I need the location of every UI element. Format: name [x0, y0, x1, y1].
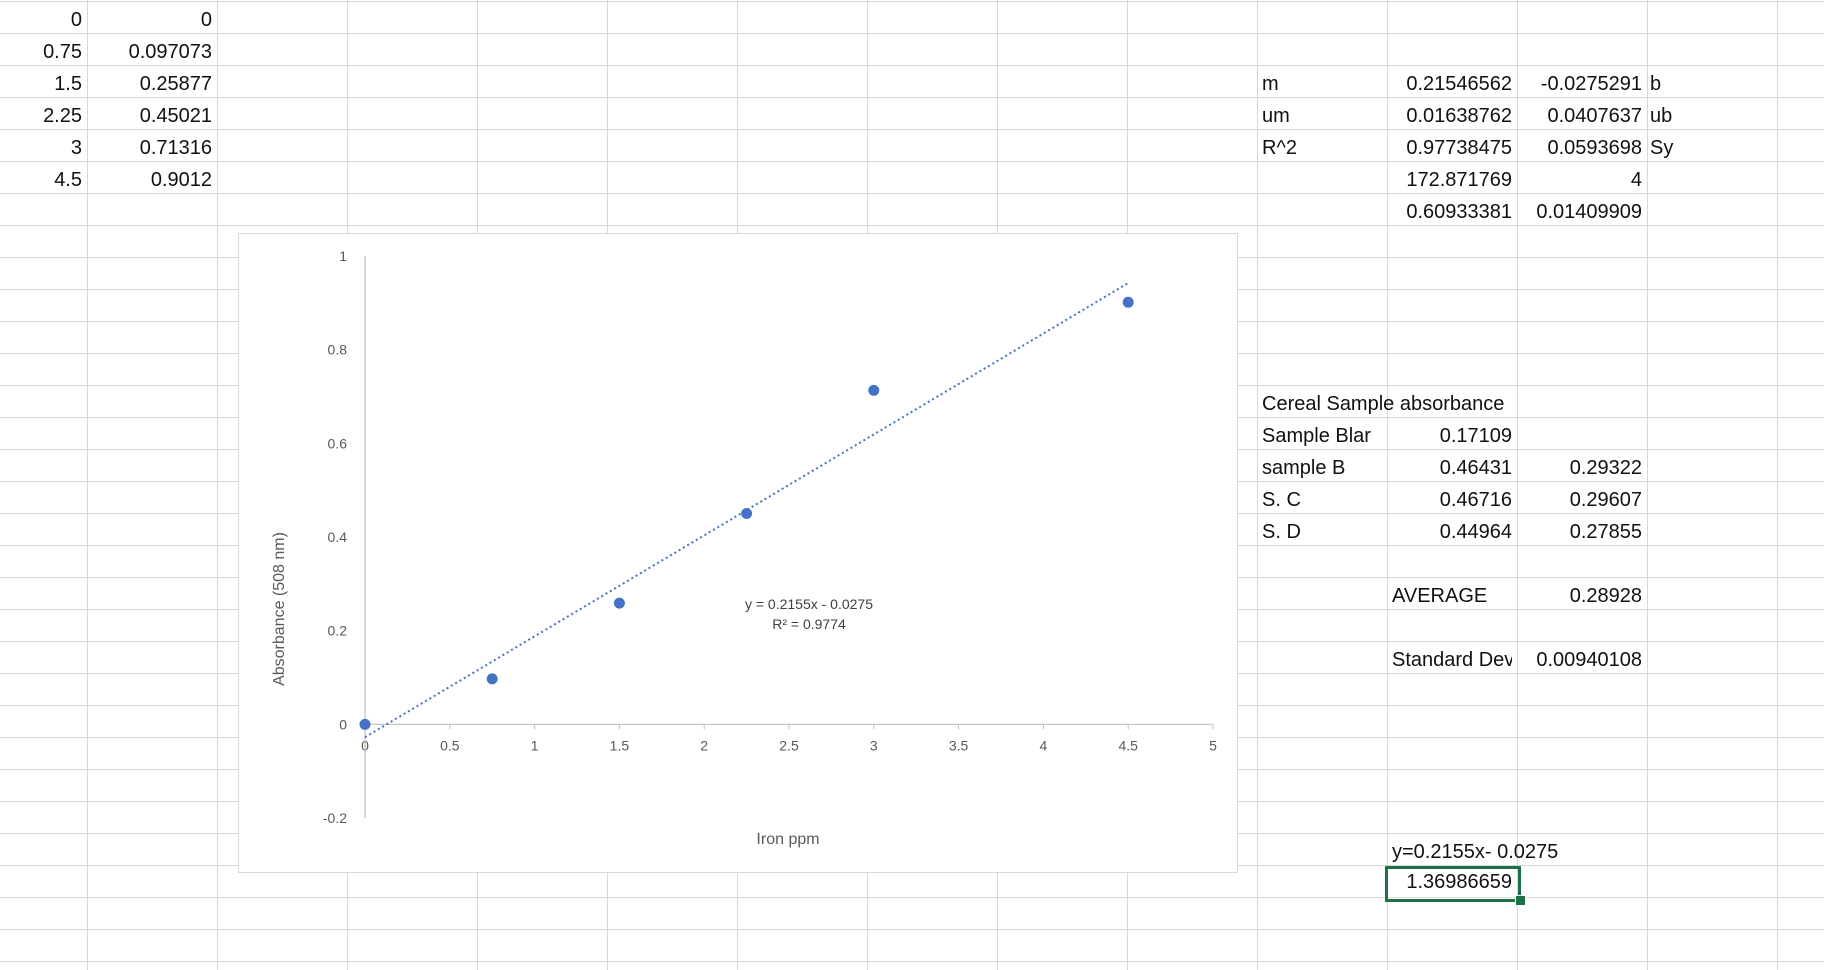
cell-a5[interactable]: 3	[70, 137, 82, 159]
cell-ub[interactable]: 0.0407637	[1547, 105, 1642, 127]
x-tick-label: 2.5	[779, 737, 799, 753]
cell-sample-b-corr[interactable]: 0.29322	[1569, 457, 1642, 479]
cell-blank-label[interactable]: Sample Blar	[1262, 425, 1371, 447]
y-tick-label: 0.8	[328, 342, 348, 358]
y-tick-label: 0.6	[328, 435, 348, 451]
y-tick-label: 0.2	[328, 623, 348, 639]
data-points	[359, 296, 1134, 730]
cell-label-ub[interactable]: ub	[1650, 105, 1673, 127]
trendline-equation: y = 0.2155x - 0.0275	[745, 596, 873, 612]
x-tick-label: 2	[700, 737, 708, 753]
x-axis-title: Iron ppm	[756, 831, 819, 848]
x-tick-label: 3	[870, 737, 878, 753]
cell-a4[interactable]: 2.25	[43, 105, 82, 127]
cell-sample-c-corr[interactable]: 0.29607	[1569, 489, 1642, 511]
x-tick-label: 1	[531, 737, 539, 753]
x-tick-label: 5	[1209, 737, 1217, 753]
data-point	[613, 597, 625, 609]
cell-b-intercept[interactable]: -0.0275291	[1540, 73, 1642, 95]
cell-sample-b-abs[interactable]: 0.46431	[1439, 457, 1512, 479]
cell-b3[interactable]: 0.25877	[139, 73, 212, 95]
data-point	[486, 673, 498, 685]
cell-sample-d-abs[interactable]: 0.44964	[1439, 521, 1512, 543]
x-tick-label: 4.5	[1118, 737, 1138, 753]
x-tick-label: 0.5	[440, 737, 460, 753]
cell-r2[interactable]: 0.97738475	[1406, 137, 1512, 159]
cell-b1[interactable]: 0	[200, 9, 212, 31]
cell-cereal-title[interactable]: Cereal Sample absorbance	[1262, 393, 1505, 415]
y-axis-title: Absorbance (508 nm)	[271, 532, 288, 686]
x-tick-label: 1.5	[610, 737, 630, 753]
cell-b5[interactable]: 0.71316	[139, 137, 212, 159]
x-tick-label: 4	[1040, 737, 1048, 753]
cell-sample-d-corr[interactable]: 0.27855	[1569, 521, 1642, 543]
cell-sample-c-label[interactable]: S. C	[1262, 489, 1301, 511]
scatter-chart[interactable]: 0 0.5 1 1.5 2 2.5 3 3.5 4 4.5 5 -0.2 0 0.2 0.4 0.6 0.8 1…	[238, 233, 1238, 873]
cell-sy[interactable]: 0.0593698	[1547, 137, 1642, 159]
cell-label-sy[interactable]: Sy	[1650, 137, 1674, 159]
cell-blank-value[interactable]: 0.17109	[1439, 425, 1512, 447]
chart-canvas: 0 0.5 1 1.5 2 2.5 3 3.5 4 4.5 5 -0.2 0 0.2 0.4 0.6 0.8 1…	[271, 248, 1217, 848]
cell-b6[interactable]: 0.9012	[150, 169, 212, 191]
cell-label-r2[interactable]: R^2	[1262, 137, 1297, 159]
y-tick-label: -0.2	[323, 810, 347, 826]
trendline-group	[364, 282, 1129, 739]
y-tick-label: 0	[339, 716, 347, 732]
selected-cell[interactable]: 1.36986659	[1385, 866, 1521, 902]
cell-m[interactable]: 0.21546562	[1406, 73, 1512, 95]
cell-sample-d-label[interactable]: S. D	[1262, 521, 1301, 543]
cell-label-um[interactable]: um	[1262, 105, 1290, 127]
cell-std-label[interactable]: Standard Dev	[1392, 649, 1512, 671]
cell-equation-text[interactable]: y=0.2155x- 0.0275	[1392, 841, 1559, 863]
cell-average-label[interactable]: AVERAGE	[1392, 585, 1488, 607]
cell-b2[interactable]: 0.097073	[128, 41, 212, 63]
data-point	[1122, 296, 1134, 308]
cell-a3[interactable]: 1.5	[54, 73, 82, 95]
cell-label-b[interactable]: b	[1650, 73, 1662, 95]
data-point	[741, 507, 753, 519]
cell-label-m[interactable]: m	[1262, 73, 1279, 95]
cell-f-stat[interactable]: 172.871769	[1406, 169, 1512, 191]
cell-um[interactable]: 0.01638762	[1406, 105, 1512, 127]
trendline-r2: R² = 0.9774	[772, 616, 846, 632]
cell-a1[interactable]: 0	[70, 9, 82, 31]
data-point	[868, 384, 880, 396]
cell-df[interactable]: 4	[1630, 169, 1642, 191]
data-point	[359, 718, 371, 730]
cell-ssresid[interactable]: 0.01409909	[1536, 201, 1642, 223]
cell-sample-b-label[interactable]: sample B	[1262, 457, 1346, 479]
cell-sample-c-abs[interactable]: 0.46716	[1439, 489, 1512, 511]
cell-a2[interactable]: 0.75	[43, 41, 82, 63]
y-tick-label: 0.4	[328, 529, 348, 545]
cell-std-value[interactable]: 0.00940108	[1536, 649, 1642, 671]
cell-average-value[interactable]: 0.28928	[1569, 585, 1642, 607]
trendline	[364, 282, 1129, 739]
x-tick-label: 3.5	[949, 737, 969, 753]
fill-handle[interactable]	[1515, 895, 1526, 906]
cell-ssreg[interactable]: 0.60933381	[1406, 201, 1512, 223]
y-tick-label: 1	[339, 248, 347, 264]
cell-b4[interactable]: 0.45021	[139, 105, 212, 127]
x-axis: 00.511.522.533.544.55	[361, 723, 1217, 753]
y-axis: -0.2 0 0.2 0.4 0.6 0.8 1	[323, 248, 366, 826]
cell-a6[interactable]: 4.5	[54, 169, 82, 191]
